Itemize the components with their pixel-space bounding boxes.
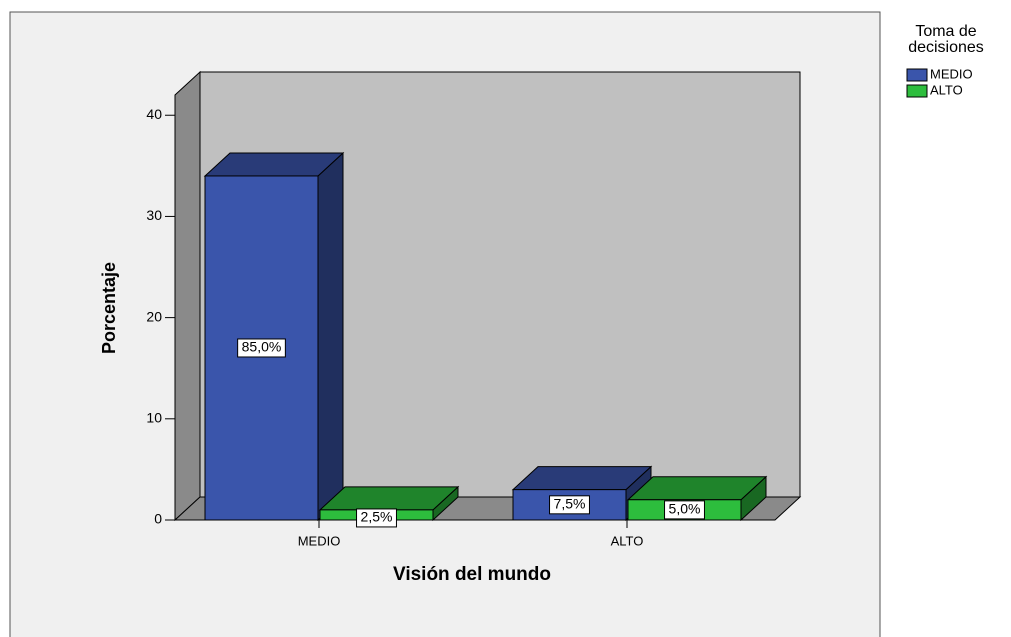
y-tick-label: 0 bbox=[154, 511, 162, 527]
y-tick-label: 10 bbox=[146, 410, 162, 426]
bar-top bbox=[203, 152, 345, 177]
bar-top bbox=[511, 466, 653, 491]
bar-top bbox=[318, 486, 460, 511]
value-label-box bbox=[549, 495, 590, 515]
x-tick-label: MEDIO bbox=[298, 533, 341, 548]
value-label-box bbox=[237, 338, 286, 358]
value-label: 5,0% bbox=[669, 501, 701, 517]
bar bbox=[512, 489, 627, 521]
value-label-box bbox=[356, 508, 397, 528]
x-tick-label: ALTO bbox=[611, 533, 644, 548]
legend-swatch bbox=[906, 84, 928, 98]
x-axis-title: Visión del mundo bbox=[393, 564, 551, 585]
bar-top bbox=[626, 476, 768, 501]
left-wall bbox=[174, 70, 201, 522]
value-label: 85,0% bbox=[242, 339, 282, 355]
value-label: 2,5% bbox=[361, 509, 393, 525]
bar-side bbox=[317, 151, 344, 522]
y-axis-title: Porcentaje bbox=[99, 262, 119, 354]
legend-label: MEDIO bbox=[930, 66, 973, 81]
y-tick-label: 20 bbox=[146, 308, 162, 324]
y-tick-label: 40 bbox=[146, 106, 162, 122]
legend-title: Toma de decisiones bbox=[908, 23, 984, 56]
value-label: 7,5% bbox=[554, 496, 586, 512]
legend-label: ALTO bbox=[930, 82, 963, 97]
y-tick-label: 30 bbox=[146, 207, 162, 223]
legend-swatch bbox=[906, 68, 928, 82]
value-label-box bbox=[664, 500, 705, 520]
